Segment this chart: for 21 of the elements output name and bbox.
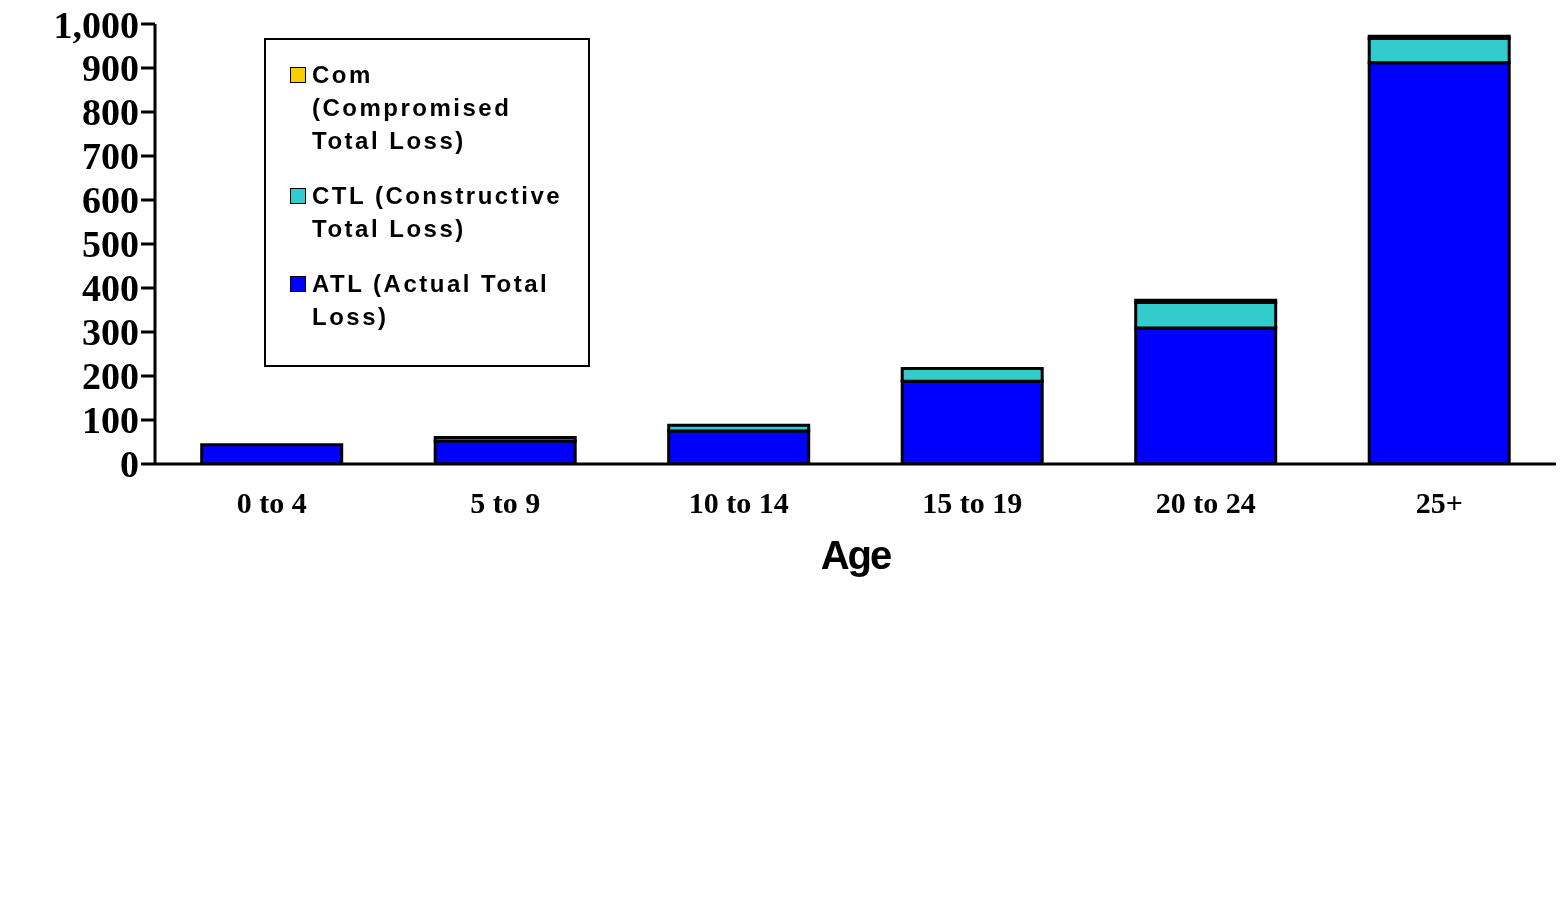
y-tick-label: 100 <box>82 399 139 442</box>
x-tick-label: 0 to 4 <box>236 486 307 520</box>
y-tick-label: 700 <box>82 135 139 178</box>
x-tick-label: 5 to 9 <box>470 486 541 520</box>
y-tick-label: 1,000 <box>53 3 139 46</box>
y-tick-label: 200 <box>82 355 139 398</box>
y-tick-label: 0 <box>120 443 139 486</box>
y-tick-label: 900 <box>82 47 139 90</box>
y-tick-label: 800 <box>82 91 139 134</box>
legend-label: ATL (Actual Total Loss) <box>312 269 551 332</box>
x-tick-label: 10 to 14 <box>688 486 789 520</box>
x-tick-label: 25+ <box>1415 486 1463 520</box>
y-tick-label: 300 <box>82 311 139 354</box>
y-tick-label: 400 <box>82 267 139 310</box>
legend-label: CTL (Constructive Total Loss) <box>312 181 564 244</box>
y-tick-label: 500 <box>82 223 139 266</box>
y-tick-label: 600 <box>82 179 139 222</box>
x-tick-label: 20 to 24 <box>1155 486 1256 520</box>
x-tick-label: 15 to 19 <box>922 486 1023 520</box>
x-axis-title: Age <box>820 533 892 577</box>
legend-label: Com (Compromised Total Loss) <box>312 60 513 156</box>
